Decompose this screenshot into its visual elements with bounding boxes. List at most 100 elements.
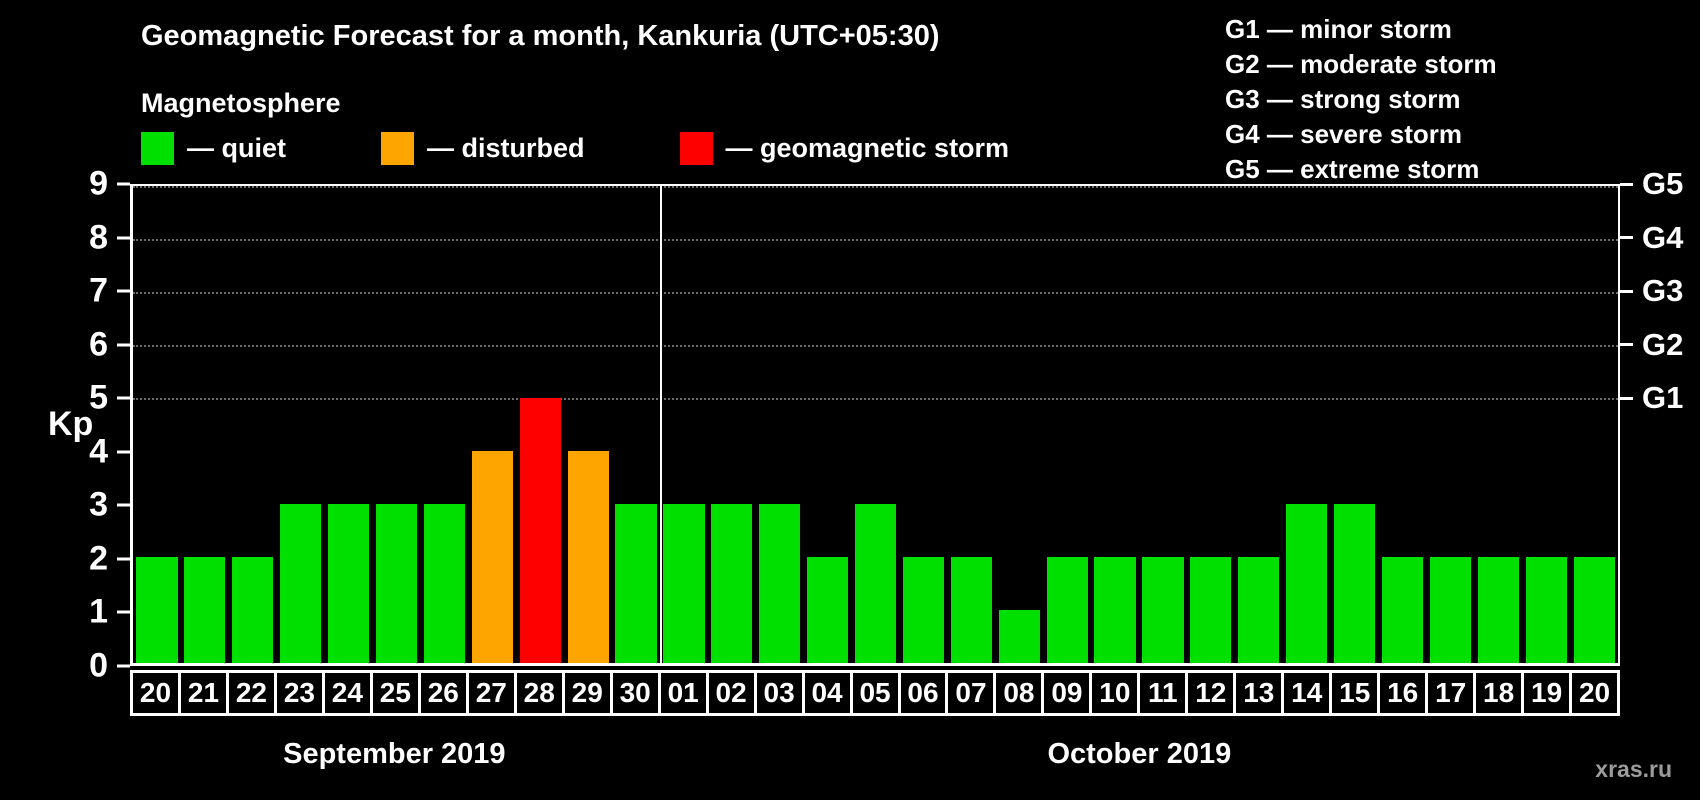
day-label-26: 26 xyxy=(417,670,469,716)
bar-slot-06 xyxy=(900,186,948,663)
kp-bar-day-11 xyxy=(1142,557,1184,663)
g-scale-legend: G1 — minor storm G2 — moderate storm G3 — … xyxy=(1225,12,1497,187)
gridline-5 xyxy=(133,398,1618,400)
y-tick-1: 1 xyxy=(89,593,130,632)
kp-bar-day-21 xyxy=(184,557,226,663)
kp-bar-day-29 xyxy=(567,451,609,663)
bar-slot-22 xyxy=(229,186,277,663)
bar-slot-11 xyxy=(1139,186,1187,663)
y-tick-label: 2 xyxy=(89,539,108,578)
kp-bar-day-27 xyxy=(471,451,513,663)
day-label-21: 21 xyxy=(177,670,229,716)
y-tick-label: 4 xyxy=(89,432,108,471)
plot-area xyxy=(130,184,1620,666)
y-tick-2: 2 xyxy=(89,539,130,578)
gridline-8 xyxy=(133,239,1618,241)
day-label-12: 12 xyxy=(1185,670,1237,716)
day-label-04: 04 xyxy=(801,670,853,716)
y-tick-mark xyxy=(117,236,130,240)
y-tick-label: 7 xyxy=(89,271,108,310)
y-tick-mark xyxy=(117,289,130,293)
gridline-7 xyxy=(133,292,1618,294)
kp-bar-day-20 xyxy=(136,557,178,663)
kp-bar-day-09 xyxy=(1046,557,1088,663)
kp-bar-day-02 xyxy=(711,504,753,663)
y-tick-mark xyxy=(117,343,130,347)
day-label-23: 23 xyxy=(273,670,325,716)
kp-bar-day-03 xyxy=(759,504,801,663)
day-label-20: 20 xyxy=(130,670,181,716)
gridline-6 xyxy=(133,344,1618,347)
bar-slot-27 xyxy=(468,186,516,663)
day-label-29: 29 xyxy=(561,670,613,716)
kp-bar-day-12 xyxy=(1190,557,1232,663)
y-tick-4: 4 xyxy=(89,432,130,471)
y-tick-mark xyxy=(117,450,130,454)
g-axis-ticks: G1 G2 G3 G4 G5 xyxy=(1620,166,1698,666)
g-legend-line-4: G4 — severe storm xyxy=(1225,119,1463,149)
day-label-18: 18 xyxy=(1473,670,1525,716)
bar-slot-08 xyxy=(995,186,1043,663)
bar-slot-29 xyxy=(564,186,612,663)
day-label-05: 05 xyxy=(849,670,901,716)
kp-bar-day-17 xyxy=(1429,557,1471,663)
y-tick-9: 9 xyxy=(89,165,130,204)
bar-slot-02 xyxy=(708,186,756,663)
day-label-10: 10 xyxy=(1089,670,1141,716)
y-tick-mark xyxy=(117,182,130,186)
month-separator xyxy=(659,186,662,663)
g-legend-line-2: G2 — moderate storm xyxy=(1225,49,1497,79)
kp-bar-day-14 xyxy=(1286,504,1328,663)
y-tick-mark xyxy=(117,503,130,507)
y-tick-label: 9 xyxy=(89,164,108,203)
bar-slot-09 xyxy=(1043,186,1091,663)
y-tick-mark xyxy=(117,664,130,668)
g-tick-label: G3 xyxy=(1642,273,1684,309)
kp-bar-day-26 xyxy=(423,504,465,663)
kp-bar-day-05 xyxy=(854,504,897,663)
legend-item-label: — quiet xyxy=(187,133,286,163)
g-legend-line-1: G1 — minor storm xyxy=(1225,14,1452,44)
bar-slot-25 xyxy=(373,186,421,663)
kp-bar-day-23 xyxy=(280,504,322,663)
y-tick-mark xyxy=(117,610,130,614)
month-label-september: September 2019 xyxy=(283,738,506,770)
day-label-30: 30 xyxy=(609,670,661,716)
bar-slot-20 xyxy=(133,186,181,663)
y-tick-mark xyxy=(117,396,130,400)
bar-slot-07 xyxy=(947,186,995,663)
y-tick-label: 0 xyxy=(89,646,108,685)
g-tick-G2: G2 xyxy=(1620,327,1683,363)
bar-slot-12 xyxy=(1187,186,1235,663)
g-legend-line-5: G5 — extreme storm xyxy=(1225,154,1480,184)
page-title: Geomagnetic Forecast for a month, Kankur… xyxy=(141,20,940,52)
bar-slot-26 xyxy=(420,186,468,663)
bar-slot-14 xyxy=(1283,186,1331,663)
day-label-14: 14 xyxy=(1281,670,1333,716)
legend-swatch-quiet xyxy=(141,132,174,165)
g-tick-mark xyxy=(1620,396,1633,400)
y-tick-0: 0 xyxy=(89,647,130,686)
kp-bar-day-07 xyxy=(950,557,992,663)
g-tick-mark xyxy=(1620,182,1633,186)
day-label-19: 19 xyxy=(1521,670,1573,716)
day-label-15: 15 xyxy=(1329,670,1381,716)
y-tick-5: 5 xyxy=(89,379,130,418)
g-tick-label: G1 xyxy=(1642,380,1684,416)
kp-bar-day-19 xyxy=(1525,557,1567,663)
day-axis: 20 21 22 23 24 25 26 27 28 29 30 01 02 03 04 05 06 07 08 09… xyxy=(130,670,1621,716)
y-tick-3: 3 xyxy=(89,486,130,525)
bar-slot-18 xyxy=(1474,186,1522,663)
g-tick-mark xyxy=(1620,343,1633,347)
legend-item-disturbed: — disturbed xyxy=(381,132,585,165)
magnetosphere-legend: — quiet — disturbed — geomagnetic storm xyxy=(141,132,1009,165)
y-tick-6: 6 xyxy=(89,325,130,364)
bar-slot-30 xyxy=(612,186,660,663)
g-tick-G4: G4 xyxy=(1620,220,1683,256)
gridline-9 xyxy=(133,186,1618,188)
kp-bar-day-06 xyxy=(902,557,945,663)
legend-heading: Magnetosphere xyxy=(141,88,341,118)
y-tick-mark xyxy=(117,557,130,561)
day-label-17: 17 xyxy=(1425,670,1477,716)
day-label-03: 03 xyxy=(753,670,805,716)
